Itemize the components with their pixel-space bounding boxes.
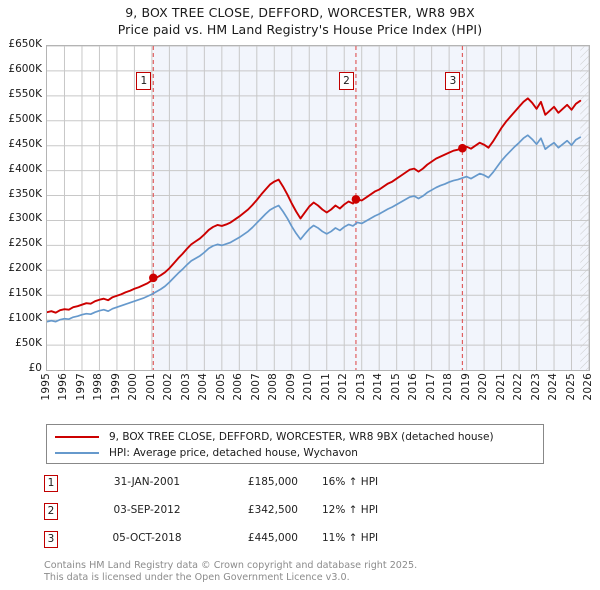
x-axis-tick-label: 2005 — [214, 373, 227, 401]
x-axis-tick-label: 2022 — [512, 373, 525, 401]
annotation-point-3[interactable] — [458, 143, 467, 153]
x-axis-tick-label: 2016 — [407, 373, 420, 401]
chart-svg — [47, 46, 589, 370]
shaded-band — [153, 46, 589, 370]
x-axis-tick-label: 2012 — [337, 373, 350, 401]
transaction-date: 31-JAN-2001 — [113, 476, 181, 488]
y-axis-tick-label: £0 — [28, 362, 42, 374]
x-axis-tick-label: 2023 — [529, 373, 542, 401]
y-axis-labels: £0 £50K £100K £150K £200K £250K £300K £350K £400… — [8, 38, 42, 374]
annotation-point-2[interactable] — [351, 194, 361, 204]
footer-line-2: This data is licensed under the Open Gov… — [44, 572, 350, 583]
x-axis-labels: 1995 1996 1997 1998 1999 2000 2001 2002 2003 2004… — [0, 371, 600, 419]
title-line-2: Price paid vs. HM Land Registry's House … — [117, 22, 483, 37]
chart-plot-area — [46, 45, 590, 371]
x-axis-tick-label: 2019 — [459, 373, 472, 401]
title-line-1: 9, BOX TREE CLOSE, DEFFORD, WORCESTER, W… — [125, 5, 475, 20]
transaction-index-badge[interactable]: 2 — [44, 503, 58, 520]
x-axis-tick-label: 2004 — [197, 373, 210, 401]
legend-item-hpi: HPI: Average price, detached house, Wych… — [47, 445, 543, 461]
transaction-hpi-delta: 16% ↑ HPI — [322, 476, 379, 488]
no-data-hatch-band — [580, 46, 589, 370]
transaction-price: £445,000 — [247, 532, 298, 544]
transactions-table: 1 31-JAN-2001 £185,000 16% ↑ HPI 2 03-SEP-201… — [44, 473, 464, 557]
x-axis-tick-label: 2025 — [564, 373, 577, 401]
x-axis-tick-label: 2011 — [319, 373, 332, 401]
transaction-index-badge[interactable]: 1 — [44, 475, 58, 492]
x-axis-tick-label: 2017 — [424, 373, 437, 401]
x-axis-tick-label: 2020 — [477, 373, 490, 401]
series-line-price-paid — [47, 97, 582, 314]
transaction-row: 1 31-JAN-2001 £185,000 16% ↑ HPI — [44, 473, 464, 501]
footer-attribution: Contains HM Land Registry data © Crown c… — [44, 560, 584, 584]
x-axis-tick-label: 2008 — [267, 373, 280, 401]
x-axis-tick-label: 2010 — [302, 373, 315, 401]
y-axis-tick-label: £400K — [8, 162, 42, 175]
transaction-row: 3 05-OCT-2018 £445,000 11% ↑ HPI — [44, 529, 464, 557]
y-axis-tick-label: £350K — [8, 187, 42, 200]
y-axis-tick-label: £100K — [8, 312, 42, 325]
x-axis-tick-label: 2014 — [372, 373, 385, 401]
legend-item-label: HPI: Average price, detached house, Wych… — [109, 447, 358, 459]
transaction-hpi-delta: 11% ↑ HPI — [322, 532, 379, 544]
x-axis-tick-label: 2018 — [442, 373, 455, 401]
chart-marker-flag-2[interactable]: 2 — [338, 72, 354, 90]
legend-item-label: 9, BOX TREE CLOSE, DEFFORD, WORCESTER, W… — [109, 431, 494, 443]
x-axis-tick-label: 1996 — [57, 373, 70, 401]
y-axis-tick-label: £600K — [8, 62, 42, 75]
transaction-date: 03-SEP-2012 — [113, 504, 181, 516]
series-line-hpi — [47, 134, 582, 323]
x-axis-tick-label: 2021 — [494, 373, 507, 401]
chart-legend: 9, BOX TREE CLOSE, DEFFORD, WORCESTER, W… — [46, 424, 544, 464]
x-axis-tick-label: 2009 — [284, 373, 297, 401]
chart-marker-flag-3[interactable]: 3 — [445, 72, 461, 90]
x-axis-tick-label: 2015 — [389, 373, 402, 401]
transaction-price: £342,500 — [247, 504, 298, 516]
y-axis-tick-label: £300K — [8, 212, 42, 225]
y-axis-tick-label: £500K — [8, 112, 42, 125]
page-title: 9, BOX TREE CLOSE, DEFFORD, WORCESTER, W… — [0, 4, 600, 38]
y-axis-tick-label: £50K — [15, 337, 42, 350]
legend-color-swatch — [55, 436, 99, 438]
x-axis-tick-label: 2001 — [144, 373, 157, 401]
y-axis-tick-label: £550K — [8, 87, 42, 100]
transaction-price: £185,000 — [247, 476, 298, 488]
x-axis-tick-label: 1995 — [40, 373, 52, 401]
x-axis-tick-label: 2007 — [249, 373, 262, 401]
transaction-row: 2 03-SEP-2012 £342,500 12% ↑ HPI — [44, 501, 464, 529]
x-axis-tick-label: 1999 — [109, 373, 122, 401]
transaction-date: 05-OCT-2018 — [112, 532, 182, 544]
annotation-point-1[interactable] — [149, 273, 158, 283]
y-axis-tick-label: £650K — [8, 38, 42, 50]
x-axis-tick-label: 2002 — [162, 373, 175, 401]
legend-color-swatch — [55, 452, 99, 454]
footer-line-1: Contains HM Land Registry data © Crown c… — [44, 560, 418, 571]
transaction-hpi-delta: 12% ↑ HPI — [322, 504, 379, 516]
x-axis-tick-label: 2026 — [582, 373, 594, 401]
x-axis-tick-label: 1998 — [92, 373, 105, 401]
x-axis-tick-label: 2013 — [354, 373, 367, 401]
chart-marker-flag-1[interactable]: 1 — [136, 72, 152, 90]
x-axis-tick-label: 2000 — [127, 373, 140, 401]
transaction-index-badge[interactable]: 3 — [44, 531, 58, 548]
y-axis-tick-label: £250K — [8, 237, 42, 250]
x-axis-tick-label: 2006 — [232, 373, 245, 401]
y-axis-tick-label: £150K — [8, 287, 42, 300]
legend-item-price-paid: 9, BOX TREE CLOSE, DEFFORD, WORCESTER, W… — [47, 429, 543, 445]
x-axis-tick-label: 2003 — [179, 373, 192, 401]
x-axis-tick-label: 1997 — [74, 373, 87, 401]
y-axis-tick-label: £200K — [8, 262, 42, 275]
y-axis-tick-label: £450K — [8, 137, 42, 150]
x-axis-tick-label: 2024 — [547, 373, 560, 401]
